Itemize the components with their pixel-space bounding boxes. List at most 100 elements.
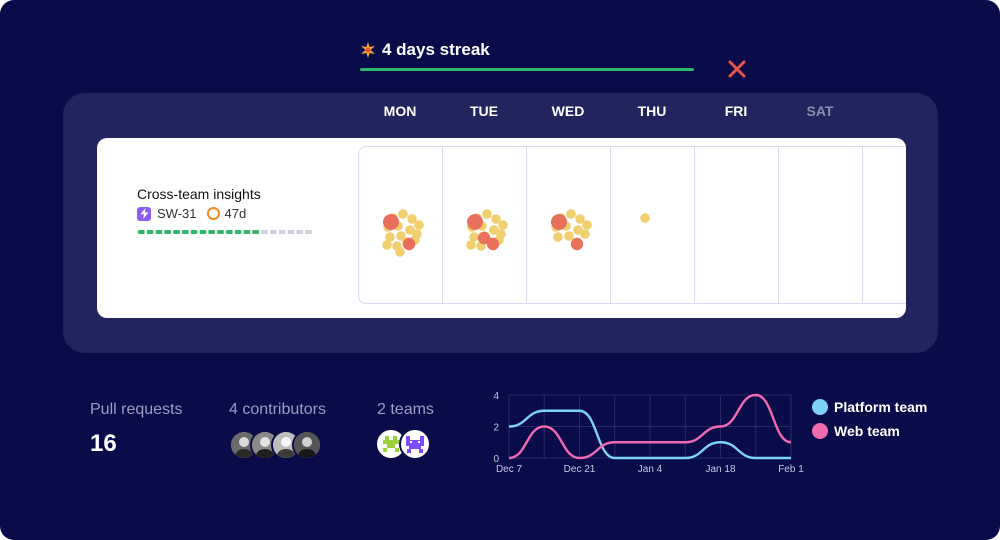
activity-grid — [358, 146, 906, 304]
activity-dot — [382, 240, 392, 250]
activity-dot — [482, 209, 492, 219]
legend-item-platform: Platform team — [812, 395, 927, 419]
activity-dot-highlight — [477, 231, 491, 245]
project-progress-bar — [138, 230, 312, 234]
activity-dot — [582, 220, 592, 230]
streak-title: 4 days streak — [360, 38, 694, 62]
contributors-avatars — [229, 430, 322, 460]
activity-dot — [575, 214, 585, 224]
close-icon[interactable] — [726, 58, 748, 80]
progress-segment-done — [155, 230, 163, 234]
progress-segment-todo — [278, 230, 286, 234]
activity-dot — [640, 213, 650, 223]
progress-segment-done — [226, 230, 233, 234]
progress-segment-todo — [270, 230, 277, 234]
day-label-wed: WED — [551, 103, 585, 119]
avatar[interactable] — [292, 430, 322, 460]
activity-dot — [407, 214, 417, 224]
chart-x-tick-label: Dec 7 — [496, 464, 523, 475]
project-title[interactable]: Cross-team insights — [137, 186, 261, 202]
grid-divider — [862, 147, 863, 303]
progress-segment-done — [190, 230, 198, 234]
day-label-sat: SAT — [806, 103, 834, 119]
contributors-label: 4 contributors — [229, 401, 326, 418]
progress-segment-todo — [287, 230, 295, 234]
chart-y-tick-label: 0 — [493, 454, 499, 465]
progress-segment-done — [146, 230, 154, 234]
progress-segment-done — [208, 230, 215, 234]
progress-segment-done — [173, 230, 180, 234]
spark-icon — [361, 42, 375, 58]
weekday-header: MON TUE WED THU FRI SAT — [358, 103, 862, 119]
activity-dot-highlight — [467, 214, 483, 230]
chart-x-tick-label: Feb 1 — [778, 464, 804, 475]
streak-widget: 4 days streak — [360, 38, 694, 71]
progress-segment-done — [217, 230, 224, 234]
activity-dot-highlight — [570, 237, 584, 251]
pull-requests-value: 16 — [90, 430, 117, 457]
activity-dot — [414, 220, 424, 230]
project-meta: SW-31 47d — [137, 206, 246, 221]
activity-dots — [382, 209, 650, 257]
activity-dot — [573, 225, 583, 235]
activity-dot-highlight — [383, 214, 399, 230]
chart-y-tick-label: 2 — [493, 423, 499, 434]
activity-dot — [491, 214, 501, 224]
chart-x-tick-label: Jan 4 — [638, 464, 663, 475]
grid-divider — [610, 147, 611, 303]
team-avatar[interactable] — [399, 428, 431, 460]
progress-segment-done — [199, 230, 207, 234]
day-label-thu: THU — [637, 103, 667, 119]
activity-dot — [553, 232, 563, 242]
progress-segment-done — [138, 230, 145, 234]
progress-segment-done — [182, 230, 189, 234]
activity-dot — [566, 209, 576, 219]
activity-dot — [580, 229, 590, 239]
grid-divider — [694, 147, 695, 303]
legend-dot-platform — [812, 399, 828, 415]
bolt-icon — [137, 206, 151, 221]
teams-label: 2 teams — [377, 401, 434, 418]
pull-requests-label: Pull requests — [90, 401, 183, 418]
progress-segment-todo — [305, 230, 312, 234]
grid-divider — [442, 147, 443, 303]
day-label-tue: TUE — [470, 103, 498, 119]
team-activity-chart: 0 2 4 Dec 7 Dec 21 Jan 4 Jan 18 Feb 1 — [493, 391, 804, 475]
legend-label-platform: Platform team — [834, 399, 928, 415]
streak-progress-bar — [360, 68, 694, 71]
activity-dot-highlight — [402, 237, 416, 251]
activity-dot-highlight — [551, 214, 567, 230]
chart-legend: Platform team Web team — [812, 395, 927, 443]
chart-x-tick-label: Dec 21 — [564, 464, 596, 475]
legend-item-web: Web team — [812, 419, 927, 443]
activity-dot — [498, 220, 508, 230]
progress-segment-done — [164, 230, 171, 234]
activity-dot — [469, 232, 479, 242]
ticket-id[interactable]: SW-31 — [157, 206, 197, 221]
chart-x-tick-label: Jan 18 — [705, 464, 735, 475]
progress-segment-done — [243, 230, 251, 234]
teams-avatars — [375, 428, 431, 460]
legend-label-web: Web team — [834, 423, 900, 439]
ring-icon — [206, 207, 220, 220]
activity-dot-highlight — [486, 237, 500, 251]
progress-segment-todo — [261, 230, 268, 234]
legend-dot-web — [812, 423, 828, 439]
grid-divider — [778, 147, 779, 303]
chart-y-tick-label: 4 — [493, 391, 499, 402]
activity-dot — [398, 209, 408, 219]
day-label-fri: FRI — [724, 103, 748, 119]
activity-dot — [564, 231, 574, 241]
activity-dot — [395, 247, 405, 257]
grid-divider — [526, 147, 527, 303]
progress-segment-todo — [296, 230, 303, 234]
progress-segment-done — [252, 230, 259, 234]
activity-dot — [405, 225, 415, 235]
project-card[interactable]: Cross-team insights SW-31 47d — [97, 138, 906, 318]
activity-dot — [396, 231, 406, 241]
activity-dot — [385, 232, 395, 242]
activity-dot — [466, 240, 476, 250]
progress-segment-done — [234, 230, 242, 234]
project-age: 47d — [224, 206, 247, 221]
